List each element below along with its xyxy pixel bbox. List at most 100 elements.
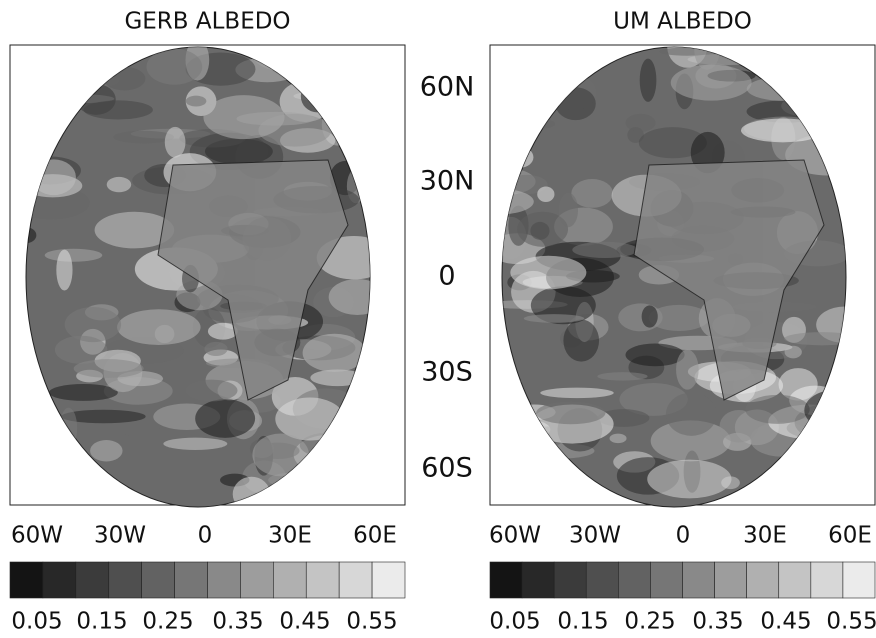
colorbar-box <box>810 561 844 599</box>
colorbar-box <box>207 561 241 599</box>
cloud-patch <box>647 459 732 499</box>
cloud-patch <box>639 58 657 102</box>
cloud-patch <box>236 111 315 126</box>
cloud-patch <box>185 95 207 107</box>
cloud-patch <box>61 409 146 424</box>
lat-label: 30N <box>420 166 475 197</box>
colorbar-box <box>371 561 406 599</box>
cloud-patch <box>73 359 144 378</box>
panel-title: UM ALBEDO <box>613 9 752 35</box>
cloud-patch <box>625 113 656 132</box>
cloud-patch <box>146 48 203 85</box>
colorbar-box <box>240 561 274 599</box>
colorbar-box <box>585 561 619 599</box>
colorbar-box <box>682 561 715 599</box>
colorbar-box <box>108 561 142 599</box>
colorbar-label: 0.05 <box>11 609 62 635</box>
cloud-patch <box>164 126 186 158</box>
cloud-patch <box>784 345 802 359</box>
cloud-patch <box>106 176 132 193</box>
cloud-patch <box>648 304 710 331</box>
cloud-patch <box>26 226 37 244</box>
colorbar-box <box>650 561 683 599</box>
cloud-patch <box>252 433 310 477</box>
cloud-patch <box>113 130 175 144</box>
colorbar-label: 0.25 <box>624 609 675 635</box>
cloud-patch <box>510 255 587 290</box>
cloud-patch <box>56 249 73 291</box>
colorbar-box <box>174 561 208 599</box>
cloud-patch <box>302 333 367 373</box>
colorbar-label: 0.35 <box>212 609 263 635</box>
cloud-patch <box>641 305 658 328</box>
cloud-patch <box>745 394 810 424</box>
lon-label: 60W <box>11 523 63 549</box>
colorbar-box <box>338 561 373 599</box>
cloud-patch <box>154 324 175 344</box>
colorbar-box <box>273 561 307 599</box>
cloud-patch <box>650 420 731 462</box>
africa <box>157 159 349 401</box>
cloud-patch <box>571 179 614 208</box>
cloud-patch <box>609 433 627 444</box>
colorbar-label: 0.25 <box>142 609 193 635</box>
lon-label: 0 <box>676 523 691 549</box>
cloud-patch <box>310 369 365 387</box>
colorbar-label: 0.45 <box>760 609 811 635</box>
cloud-patch <box>195 399 256 438</box>
panel-title: GERB ALBEDO <box>124 9 290 35</box>
lon-label: 0 <box>198 523 213 549</box>
cloud-patch <box>49 383 118 401</box>
lon-label: 60E <box>353 523 397 549</box>
cloud-patch <box>676 349 699 390</box>
colorbar-label: 0.45 <box>279 609 330 635</box>
colorbar-label: 0.05 <box>489 609 540 635</box>
colorbar-box <box>75 561 110 599</box>
colorbar-box <box>42 561 77 599</box>
lat-label: 0 <box>438 261 455 292</box>
cloud-patch <box>665 392 717 436</box>
lon-label: 30W <box>94 523 146 549</box>
cloud-patch <box>316 236 370 280</box>
cloud-patch <box>328 279 370 316</box>
lat-label: 60N <box>420 72 475 103</box>
cloud-patch <box>502 188 534 215</box>
cloud-patch <box>597 372 648 381</box>
cloud-patch <box>54 335 108 364</box>
colorbar-box <box>746 561 780 599</box>
colorbar-label: 0.15 <box>557 609 608 635</box>
cloud-patch <box>94 211 175 249</box>
colorbar-label: 0.15 <box>76 609 127 635</box>
colorbar-label: 0.55 <box>826 609 876 635</box>
colorbar-box <box>521 561 555 599</box>
colorbar-box <box>9 561 44 599</box>
cloud-patch <box>523 314 585 323</box>
colorbar-box <box>141 561 175 599</box>
cloud-patch <box>537 186 555 203</box>
cloud-patch <box>517 211 569 247</box>
lat-label: 30S <box>421 357 473 388</box>
colorbar-box <box>489 561 523 599</box>
lat-label: 60S <box>421 453 473 484</box>
cloud-patch <box>536 401 606 425</box>
cloud-patch <box>64 306 122 343</box>
cloud-patch <box>44 248 103 262</box>
cloud-patch <box>540 387 614 399</box>
cloud-patch <box>625 343 685 367</box>
cloud-patch <box>558 192 579 228</box>
colorbar-box <box>618 561 651 599</box>
lon-label: 30W <box>569 523 621 549</box>
cloud-patch <box>83 100 153 120</box>
cloud-patch <box>163 437 228 450</box>
colorbar-box <box>842 561 876 599</box>
cloud-patch <box>207 322 238 340</box>
cloud-patch <box>638 127 707 159</box>
cloud-patch <box>670 64 752 101</box>
cloud-patch <box>120 423 161 437</box>
lon-label: 30E <box>743 523 787 549</box>
colorbar-box <box>553 561 587 599</box>
lon-label: 30E <box>268 523 312 549</box>
lon-label: 60E <box>828 523 872 549</box>
cloud-patch <box>563 319 600 362</box>
